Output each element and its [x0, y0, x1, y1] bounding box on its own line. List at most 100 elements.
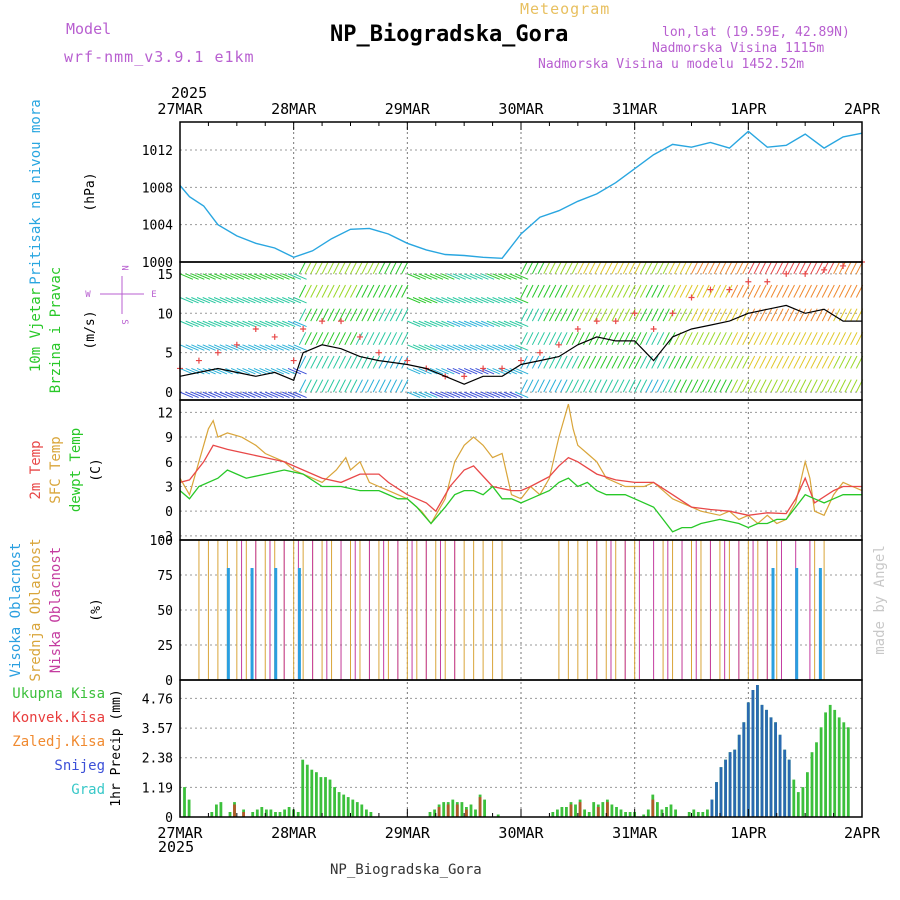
- precip-bar-total: [624, 812, 627, 817]
- precip-bar-total: [219, 802, 223, 817]
- gust-marker: [214, 349, 221, 356]
- precip-bar-total: [451, 799, 455, 817]
- pressure-label: Pritisak na nivou mora: [28, 99, 44, 284]
- y-tick-label: 0: [165, 386, 173, 401]
- precip-bar-total: [656, 802, 659, 817]
- precip-bar-total: [660, 809, 664, 817]
- precip-bar-convective: [569, 804, 573, 817]
- compass-w: W: [85, 290, 91, 300]
- temp2m-line: [179, 444, 862, 516]
- precip-bar-total: [269, 809, 273, 817]
- wind-label2: Brzina i Pravac: [48, 267, 64, 393]
- precip-bar-snow: [746, 702, 750, 817]
- precip-bar-total: [365, 809, 368, 817]
- precip-bar-total: [560, 807, 564, 817]
- gust-marker: [499, 365, 506, 372]
- gust-marker: [480, 365, 487, 372]
- x-tick-bottom: 30MAR: [498, 824, 544, 842]
- gust-marker: [233, 341, 240, 348]
- station-title: NP_Biogradska_Gora: [330, 22, 569, 47]
- precip-bar-total: [819, 727, 823, 817]
- precip-legend-item: Snijeg: [54, 758, 105, 774]
- precip-bar-total: [556, 809, 559, 817]
- y-tick-label: 3: [165, 480, 173, 495]
- precip-bar-total: [483, 799, 486, 817]
- gust-marker: [574, 326, 581, 333]
- precip-bar-convective: [446, 804, 450, 817]
- precip-bar-total: [274, 812, 277, 817]
- precip-bar-snow: [737, 734, 741, 817]
- precip-bar-total: [255, 809, 259, 817]
- gust-marker: [707, 286, 714, 293]
- precip-bar-total: [828, 704, 832, 817]
- gust-marker: [338, 318, 345, 325]
- precip-bar-total: [692, 809, 696, 817]
- x-tick-bottom: 27MAR: [157, 824, 203, 842]
- precip-bar-snow: [710, 799, 714, 817]
- precip-bar-total: [583, 809, 586, 817]
- gust-marker: [688, 294, 695, 301]
- precip-bar-total: [260, 807, 264, 817]
- precip-bar-total: [315, 772, 318, 817]
- precip-bar-total: [328, 779, 332, 817]
- y-tick-label: 6: [165, 456, 173, 471]
- precip-bar-total: [615, 807, 618, 817]
- precip-bar-snow: [769, 717, 773, 817]
- precip-bar-convective: [465, 809, 468, 817]
- y-tick-label: 2.38: [142, 752, 173, 767]
- precip-bar-total: [646, 809, 650, 817]
- sfc-temp-line: [179, 403, 863, 525]
- precip-bar-snow: [728, 752, 732, 817]
- precip-label: 1hr Precip (mm): [109, 689, 124, 806]
- precip-bar-total: [628, 812, 632, 817]
- gust-marker: [518, 357, 524, 364]
- precip-bar-total: [706, 809, 709, 817]
- gust-marker: [593, 318, 600, 325]
- precip-bar-snow: [719, 767, 723, 817]
- precip-bar-total: [428, 812, 432, 817]
- dewpt-label: dewpt Temp: [68, 428, 84, 512]
- gust-marker: [726, 286, 733, 293]
- pressure-line: [179, 130, 863, 260]
- precip-legend-item: Grad: [71, 782, 105, 798]
- mid-cloud-label: Srednja Oblacnost: [28, 538, 44, 681]
- model-name: wrf-nmm_v3.9.1 e1km: [64, 48, 255, 66]
- gust-marker: [319, 318, 326, 325]
- precip-bar-snow: [760, 704, 764, 817]
- compass-s: S: [119, 319, 129, 324]
- x-tick-top: 28MAR: [271, 100, 317, 118]
- precip-bar-total: [296, 812, 300, 817]
- precip-bar-convective: [596, 807, 600, 817]
- precip-bar-convective: [455, 804, 459, 817]
- precip-bar-total: [792, 779, 796, 817]
- precip-bar-total: [265, 809, 268, 817]
- precip-bar-total: [574, 804, 577, 817]
- gust-marker: [821, 266, 828, 273]
- x-tick-top: 29MAR: [385, 100, 431, 118]
- watermark: made by Angel: [872, 545, 888, 655]
- precip-bar-total: [496, 814, 500, 817]
- precip-bar-total: [183, 787, 186, 817]
- x-tick-top: 2APR: [844, 100, 881, 118]
- y-tick-label: 75: [157, 569, 173, 584]
- x-tick-bottom: 29MAR: [385, 824, 431, 842]
- lonlat-text: lon,lat (19.59E, 42.89N): [662, 25, 850, 40]
- wind-unit: (m/s): [83, 310, 98, 349]
- precip-bar-total: [460, 802, 464, 817]
- low-cloud-label: Niska Oblacnost: [48, 547, 64, 673]
- precip-bar-total: [619, 809, 623, 817]
- wind-barbs: [179, 261, 864, 399]
- y-tick-label: 1008: [142, 181, 173, 196]
- wind-speed-line: [179, 304, 862, 385]
- precip-bar-total: [305, 764, 309, 817]
- precip-legend-item: Ukupna Kisa: [12, 686, 105, 702]
- precip-bar-total: [351, 799, 355, 817]
- precip-bar-total: [687, 812, 691, 817]
- precip-bar-total: [360, 804, 364, 817]
- precip-bar-total: [610, 804, 614, 817]
- x-tick-bottom: 1APR: [730, 824, 767, 842]
- cloud-unit: (%): [89, 598, 104, 621]
- cloud-bars: [198, 540, 825, 680]
- gust-marker: [404, 357, 411, 364]
